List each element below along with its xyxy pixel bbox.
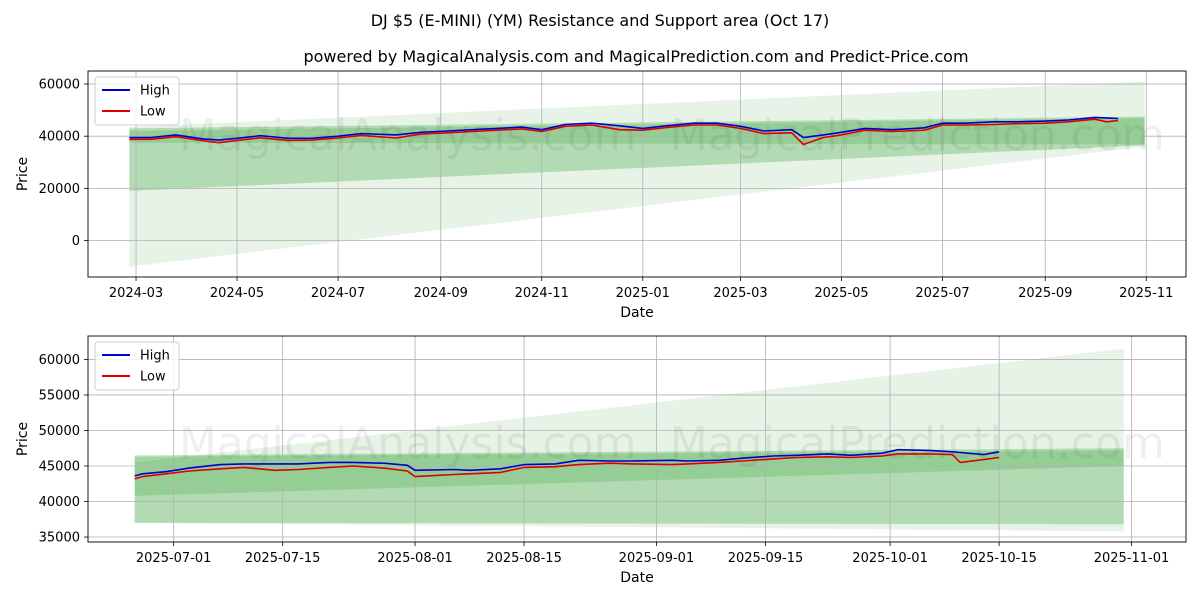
x-tick-label: 2025-08-15	[486, 551, 562, 566]
y-tick-label: 35000	[39, 531, 80, 546]
x-axis-label: Date	[620, 305, 653, 321]
x-tick-label: 2025-07-01	[136, 551, 212, 566]
y-tick-label: 0	[72, 234, 80, 249]
x-tick-label: 2025-09-01	[619, 551, 695, 566]
band-area-3	[134, 450, 1124, 496]
legend-label-high: High	[140, 349, 170, 364]
y-axis-label: Price	[15, 422, 31, 456]
y-tick-label: 60000	[39, 78, 80, 93]
x-tick-label: 2025-07	[915, 286, 969, 301]
y-tick-label: 20000	[39, 182, 80, 197]
x-tick-label: 2024-09	[414, 286, 468, 301]
x-tick-label: 2025-07-15	[245, 551, 321, 566]
plot-frame	[87, 335, 1187, 543]
x-tick-label: 2024-03	[109, 286, 163, 301]
x-tick-label: 2025-10-15	[961, 551, 1037, 566]
x-tick-label: 2025-11	[1119, 286, 1173, 301]
x-tick-label: 2025-09-15	[728, 551, 804, 566]
x-tick-label: 2025-11-01	[1094, 551, 1170, 566]
x-tick-label: 2025-01	[616, 286, 670, 301]
legend: High Low	[94, 341, 180, 391]
x-tick-label: 2025-05	[814, 286, 868, 301]
series-line-high	[134, 448, 1000, 477]
plot-bottom: 2025-07-01 2025-07-15 2025-08-01 2025-08-15…	[15, 335, 1187, 586]
band-area-1	[129, 81, 1145, 267]
x-tick-label: 2025-09	[1018, 286, 1072, 301]
series-line-high	[129, 116, 1119, 141]
series-line-low	[129, 118, 1119, 146]
legend-label-low: Low	[140, 105, 166, 120]
y-tick-label: 55000	[39, 388, 80, 403]
x-tick-label: 2025-08-01	[377, 551, 453, 566]
chart-subtitle: powered by MagicalAnalysis.com and Magic…	[303, 47, 968, 66]
x-tick-label: 2024-07	[311, 286, 365, 301]
x-tick-label: 2025-10-01	[852, 551, 928, 566]
series-line-low	[134, 453, 1000, 480]
x-tick-label: 2024-11	[515, 286, 569, 301]
legend: High Low	[94, 76, 180, 126]
legend-label-low: Low	[140, 370, 166, 385]
band-area-1	[134, 348, 1124, 532]
x-tick-label: 2024-05	[210, 286, 264, 301]
y-tick-label: 40000	[39, 495, 80, 510]
y-tick-label: 40000	[39, 130, 80, 145]
legend-label-high: High	[140, 84, 170, 99]
x-axis-label: Date	[620, 570, 653, 586]
y-tick-label: 45000	[39, 459, 80, 474]
plot-top: 2024-03 2024-05 2024-07 2024-09 2024-11 2025-…	[15, 70, 1187, 321]
band-area-3	[129, 117, 1145, 145]
chart-title: DJ $5 (E-MINI) (YM) Resistance and Suppo…	[371, 11, 830, 30]
watermark-left: MagicalAnalysis.com	[179, 418, 637, 469]
x-tick-label: 2025-03	[713, 286, 767, 301]
plot-frame	[87, 70, 1187, 278]
y-tick-label: 60000	[39, 353, 80, 368]
y-tick-label: 50000	[39, 424, 80, 439]
y-axis-label: Price	[15, 157, 31, 191]
